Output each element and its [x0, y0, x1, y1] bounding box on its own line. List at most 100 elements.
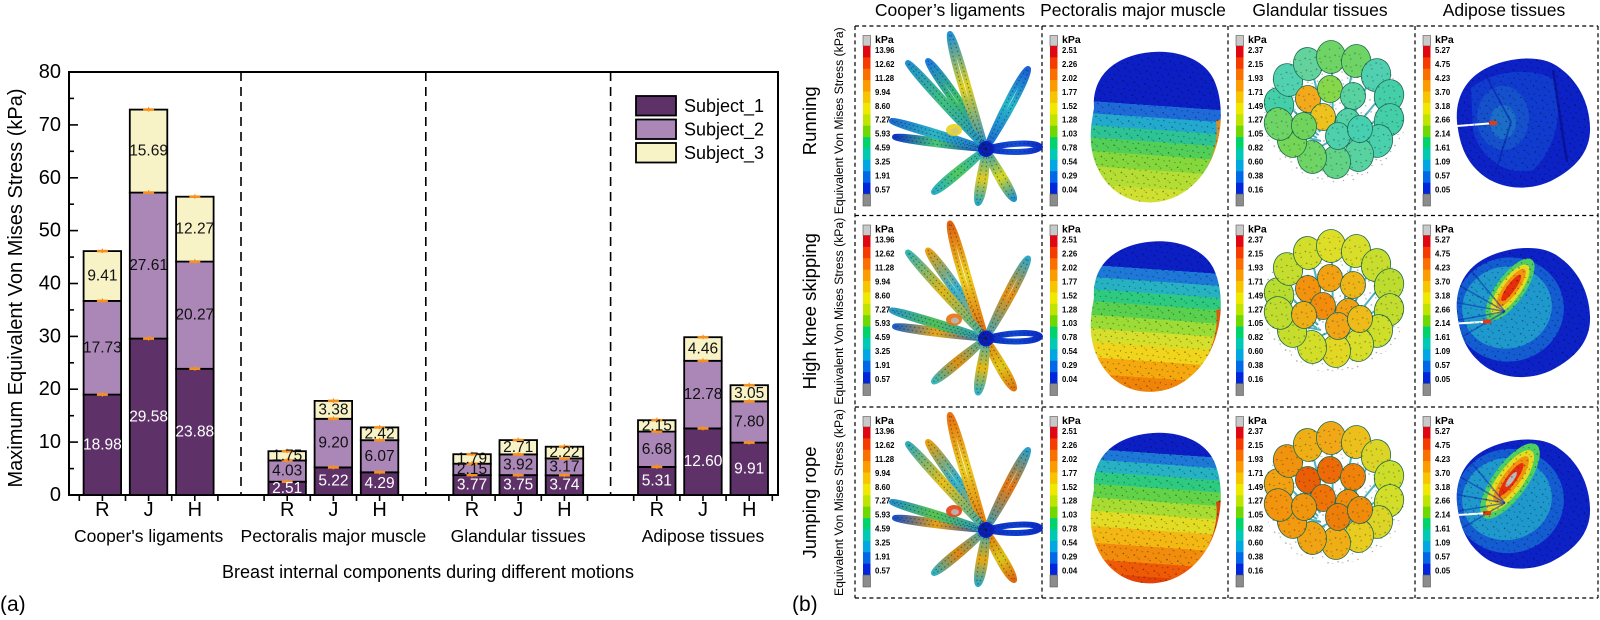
svg-text:0.57: 0.57 [875, 375, 890, 384]
svg-text:7.27: 7.27 [875, 497, 890, 506]
svg-text:0.57: 0.57 [1435, 172, 1450, 181]
svg-text:1.71: 1.71 [1248, 277, 1264, 286]
svg-text:3.70: 3.70 [1435, 469, 1451, 478]
svg-text:1.79: 1.79 [457, 451, 487, 468]
svg-text:2.42: 2.42 [365, 425, 395, 442]
svg-text:1.03: 1.03 [1062, 511, 1078, 520]
svg-text:11.28: 11.28 [875, 455, 895, 464]
svg-text:30: 30 [39, 325, 61, 347]
svg-text:2.15: 2.15 [1248, 441, 1264, 450]
svg-text:3.75: 3.75 [503, 477, 533, 494]
svg-text:2.26: 2.26 [1062, 249, 1078, 258]
svg-text:5.31: 5.31 [642, 473, 672, 490]
svg-text:1.03: 1.03 [1062, 130, 1078, 139]
svg-text:9.91: 9.91 [734, 460, 764, 477]
svg-text:3.18: 3.18 [1435, 102, 1451, 111]
svg-text:20.27: 20.27 [175, 307, 214, 324]
svg-text:9.94: 9.94 [875, 88, 891, 97]
svg-text:1.27: 1.27 [1248, 497, 1263, 506]
svg-text:50: 50 [39, 220, 61, 242]
svg-text:5.93: 5.93 [875, 319, 891, 328]
svg-text:2.66: 2.66 [1435, 497, 1451, 506]
svg-text:1.28: 1.28 [1062, 497, 1078, 506]
svg-text:0.57: 0.57 [875, 186, 890, 195]
svg-text:0.82: 0.82 [1248, 525, 1264, 534]
svg-text:3.05: 3.05 [734, 385, 764, 402]
svg-text:23.88: 23.88 [175, 423, 214, 440]
svg-text:Equivalent Von Mises Stress (k: Equivalent Von Mises Stress (kPa) [832, 27, 846, 214]
svg-text:1.49: 1.49 [1248, 102, 1264, 111]
svg-text:11.28: 11.28 [875, 263, 895, 272]
svg-text:Equivalent Von Mises Stress (k: Equivalent Von Mises Stress (kPa) [832, 409, 846, 596]
svg-text:2.51: 2.51 [1062, 427, 1078, 436]
svg-text:J: J [513, 499, 523, 521]
svg-text:5.22: 5.22 [318, 473, 348, 490]
svg-text:1.09: 1.09 [1435, 347, 1451, 356]
svg-text:kPa: kPa [1062, 415, 1081, 427]
svg-text:1.91: 1.91 [875, 553, 891, 562]
svg-text:Subject_2: Subject_2 [684, 120, 764, 141]
svg-text:2.15: 2.15 [457, 461, 487, 478]
svg-text:17.73: 17.73 [83, 339, 122, 356]
svg-text:4.75: 4.75 [1435, 60, 1451, 69]
svg-text:0.78: 0.78 [1062, 525, 1078, 534]
svg-text:1.91: 1.91 [875, 172, 891, 181]
svg-text:Jumping rope: Jumping rope [799, 446, 820, 558]
svg-text:1.49: 1.49 [1248, 291, 1264, 300]
svg-text:20: 20 [39, 378, 61, 400]
svg-text:13.96: 13.96 [875, 46, 895, 55]
svg-text:J: J [144, 499, 154, 521]
svg-text:H: H [742, 499, 756, 521]
svg-text:1.71: 1.71 [1248, 88, 1264, 97]
svg-text:(b): (b) [792, 593, 818, 615]
svg-text:5.93: 5.93 [875, 511, 891, 520]
svg-text:Subject_3: Subject_3 [684, 143, 764, 164]
svg-text:1.09: 1.09 [1435, 158, 1451, 167]
svg-text:kPa: kPa [1248, 34, 1267, 46]
svg-text:2.02: 2.02 [1062, 263, 1078, 272]
svg-text:Breast internal components dur: Breast internal components during differ… [222, 562, 634, 582]
svg-text:0.57: 0.57 [1435, 553, 1450, 562]
svg-text:3.92: 3.92 [503, 456, 533, 473]
svg-text:Running: Running [799, 86, 820, 155]
svg-text:kPa: kPa [1248, 415, 1267, 427]
svg-text:1.09: 1.09 [1435, 539, 1451, 548]
svg-text:(a): (a) [0, 593, 26, 615]
svg-text:0.78: 0.78 [1062, 333, 1078, 342]
svg-text:1.05: 1.05 [1248, 511, 1264, 520]
svg-text:0.54: 0.54 [1062, 158, 1078, 167]
svg-text:kPa: kPa [875, 224, 894, 236]
svg-text:Equivalent Von Mises Stress (k: Equivalent Von Mises Stress (kPa) [832, 218, 846, 405]
svg-text:4.59: 4.59 [875, 144, 891, 153]
svg-text:13.96: 13.96 [875, 236, 895, 245]
svg-text:4.59: 4.59 [875, 525, 891, 534]
svg-text:1.61: 1.61 [1435, 144, 1451, 153]
svg-text:3.77: 3.77 [457, 477, 487, 494]
svg-text:Glandular tissues: Glandular tissues [451, 526, 586, 546]
svg-text:1.93: 1.93 [1248, 455, 1264, 464]
svg-text:2.22: 2.22 [549, 444, 579, 461]
svg-text:12.62: 12.62 [875, 249, 895, 258]
svg-text:4.75: 4.75 [1435, 441, 1451, 450]
svg-text:2.02: 2.02 [1062, 455, 1078, 464]
svg-text:1.61: 1.61 [1435, 525, 1451, 534]
svg-text:4.46: 4.46 [688, 341, 718, 358]
svg-text:2.37: 2.37 [1248, 46, 1263, 55]
svg-text:Maximum Equivalent Von Mises S: Maximum Equivalent Von Mises Stress (kPa… [5, 88, 27, 487]
svg-text:5.93: 5.93 [875, 130, 891, 139]
svg-text:2.15: 2.15 [1248, 249, 1264, 258]
svg-text:0.57: 0.57 [1435, 361, 1450, 370]
svg-text:4.59: 4.59 [875, 333, 891, 342]
svg-text:6.07: 6.07 [365, 448, 395, 465]
svg-text:12.78: 12.78 [684, 386, 723, 403]
svg-text:11.28: 11.28 [875, 74, 895, 83]
svg-text:R: R [95, 499, 109, 521]
svg-text:0.38: 0.38 [1248, 553, 1264, 562]
svg-text:0.29: 0.29 [1062, 172, 1078, 181]
svg-text:R: R [280, 499, 294, 521]
svg-text:0.54: 0.54 [1062, 347, 1078, 356]
svg-text:2.51: 2.51 [1062, 236, 1078, 245]
svg-text:H: H [372, 499, 386, 521]
svg-text:1.77: 1.77 [1062, 469, 1077, 478]
svg-text:0.04: 0.04 [1062, 567, 1078, 576]
